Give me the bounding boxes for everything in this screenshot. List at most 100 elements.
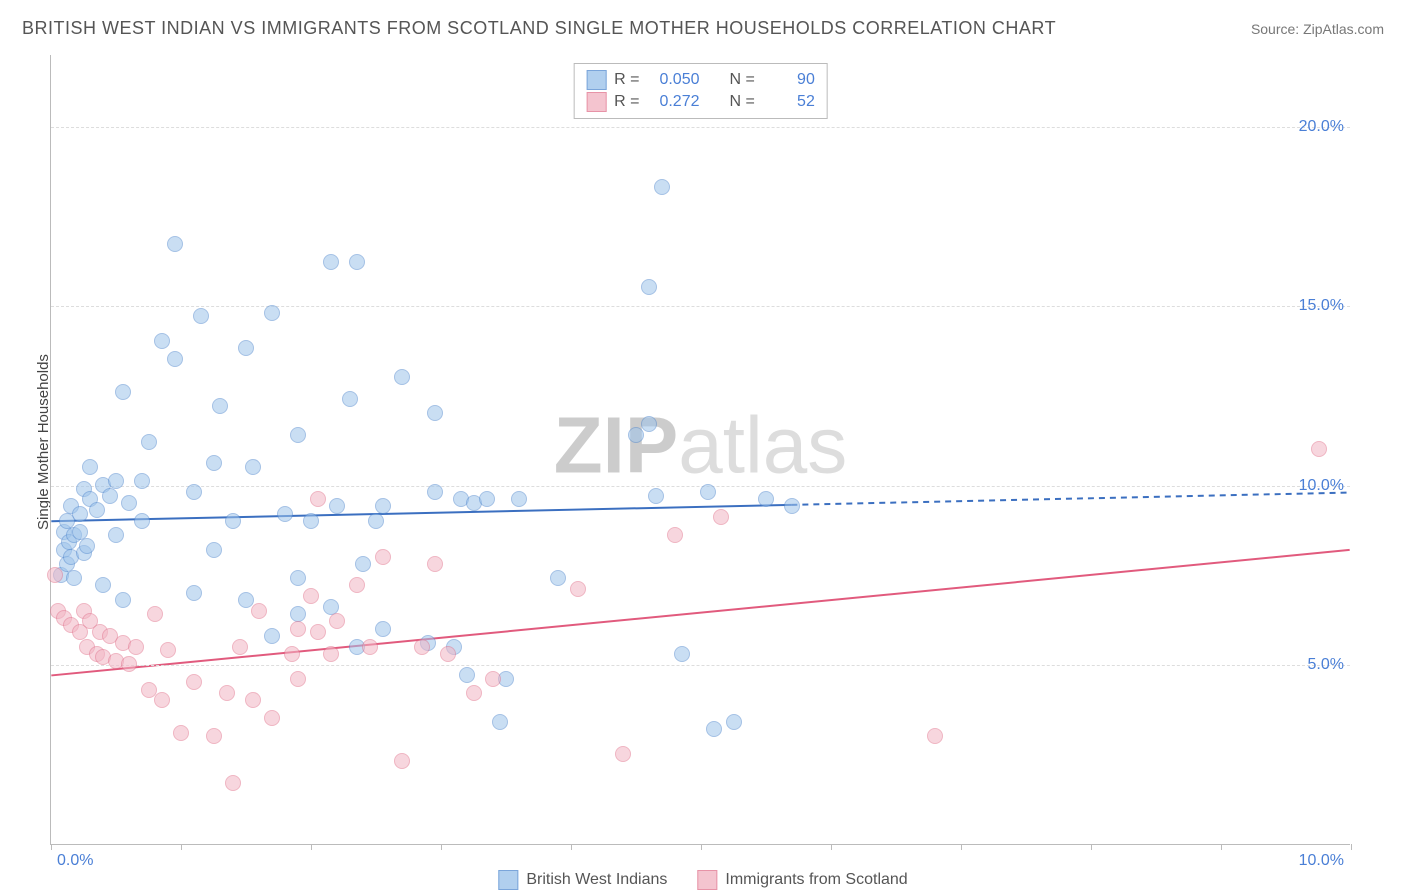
- x-tick: [1091, 844, 1092, 850]
- data-point: [79, 538, 95, 554]
- x-axis-max-label: 10.0%: [1299, 852, 1344, 870]
- title-bar: BRITISH WEST INDIAN VS IMMIGRANTS FROM S…: [22, 18, 1384, 39]
- data-point: [414, 639, 430, 655]
- data-point: [206, 542, 222, 558]
- data-point: [758, 491, 774, 507]
- data-point: [342, 391, 358, 407]
- data-point: [375, 498, 391, 514]
- trend-line: [51, 505, 791, 521]
- data-point: [232, 639, 248, 655]
- data-point: [219, 685, 235, 701]
- trend-lines-svg: [51, 55, 1350, 844]
- data-point: [290, 621, 306, 637]
- data-point: [134, 513, 150, 529]
- data-point: [284, 646, 300, 662]
- data-point: [355, 556, 371, 572]
- x-axis-min-label: 0.0%: [57, 852, 93, 870]
- data-point: [349, 577, 365, 593]
- stats-legend-row: R =0.272N =52: [586, 92, 815, 112]
- data-point: [128, 639, 144, 655]
- data-point: [173, 725, 189, 741]
- y-tick-label: 10.0%: [1299, 477, 1344, 495]
- data-point: [427, 405, 443, 421]
- data-point: [310, 491, 326, 507]
- n-label: N =: [730, 93, 755, 111]
- chart-title: BRITISH WEST INDIAN VS IMMIGRANTS FROM S…: [22, 18, 1056, 39]
- data-point: [375, 549, 391, 565]
- data-point: [511, 491, 527, 507]
- data-point: [323, 254, 339, 270]
- data-point: [225, 513, 241, 529]
- data-point: [225, 775, 241, 791]
- legend-swatch: [697, 870, 717, 890]
- data-point: [264, 305, 280, 321]
- data-point: [186, 484, 202, 500]
- data-point: [147, 606, 163, 622]
- data-point: [674, 646, 690, 662]
- data-point: [115, 592, 131, 608]
- data-point: [167, 351, 183, 367]
- gridline: [51, 306, 1350, 307]
- x-tick: [571, 844, 572, 850]
- data-point: [700, 484, 716, 500]
- data-point: [303, 588, 319, 604]
- x-tick: [441, 844, 442, 850]
- data-point: [160, 642, 176, 658]
- data-point: [329, 498, 345, 514]
- data-point: [362, 639, 378, 655]
- legend-swatch: [586, 92, 606, 112]
- data-point: [323, 646, 339, 662]
- data-point: [628, 427, 644, 443]
- data-point: [108, 473, 124, 489]
- data-point: [264, 710, 280, 726]
- data-point: [485, 671, 501, 687]
- data-point: [89, 502, 105, 518]
- trend-line: [791, 493, 1349, 505]
- data-point: [310, 624, 326, 640]
- data-point: [121, 656, 137, 672]
- data-point: [726, 714, 742, 730]
- data-point: [427, 556, 443, 572]
- data-point: [167, 236, 183, 252]
- x-tick: [831, 844, 832, 850]
- data-point: [329, 613, 345, 629]
- data-point: [121, 495, 137, 511]
- data-point: [1311, 441, 1327, 457]
- data-point: [186, 585, 202, 601]
- data-point: [134, 473, 150, 489]
- r-value: 0.050: [648, 71, 700, 89]
- y-tick-label: 5.0%: [1308, 656, 1344, 674]
- data-point: [641, 416, 657, 432]
- x-tick: [961, 844, 962, 850]
- legend-item: Immigrants from Scotland: [697, 870, 907, 890]
- n-value: 52: [763, 93, 815, 111]
- legend-swatch: [498, 870, 518, 890]
- data-point: [375, 621, 391, 637]
- data-point: [141, 434, 157, 450]
- trend-line: [51, 550, 1349, 676]
- data-point: [368, 513, 384, 529]
- source-attribution: Source: ZipAtlas.com: [1251, 21, 1384, 37]
- gridline: [51, 665, 1350, 666]
- data-point: [394, 369, 410, 385]
- data-point: [212, 398, 228, 414]
- data-point: [206, 728, 222, 744]
- data-point: [648, 488, 664, 504]
- data-point: [479, 491, 495, 507]
- gridline: [51, 127, 1350, 128]
- data-point: [641, 279, 657, 295]
- data-point: [154, 333, 170, 349]
- data-point: [440, 646, 456, 662]
- data-point: [427, 484, 443, 500]
- data-point: [95, 577, 111, 593]
- data-point: [394, 753, 410, 769]
- r-value: 0.272: [648, 93, 700, 111]
- y-tick-label: 20.0%: [1299, 118, 1344, 136]
- stats-legend-row: R =0.050N =90: [586, 70, 815, 90]
- data-point: [108, 527, 124, 543]
- data-point: [47, 567, 63, 583]
- n-label: N =: [730, 71, 755, 89]
- data-point: [290, 427, 306, 443]
- data-point: [264, 628, 280, 644]
- data-point: [102, 488, 118, 504]
